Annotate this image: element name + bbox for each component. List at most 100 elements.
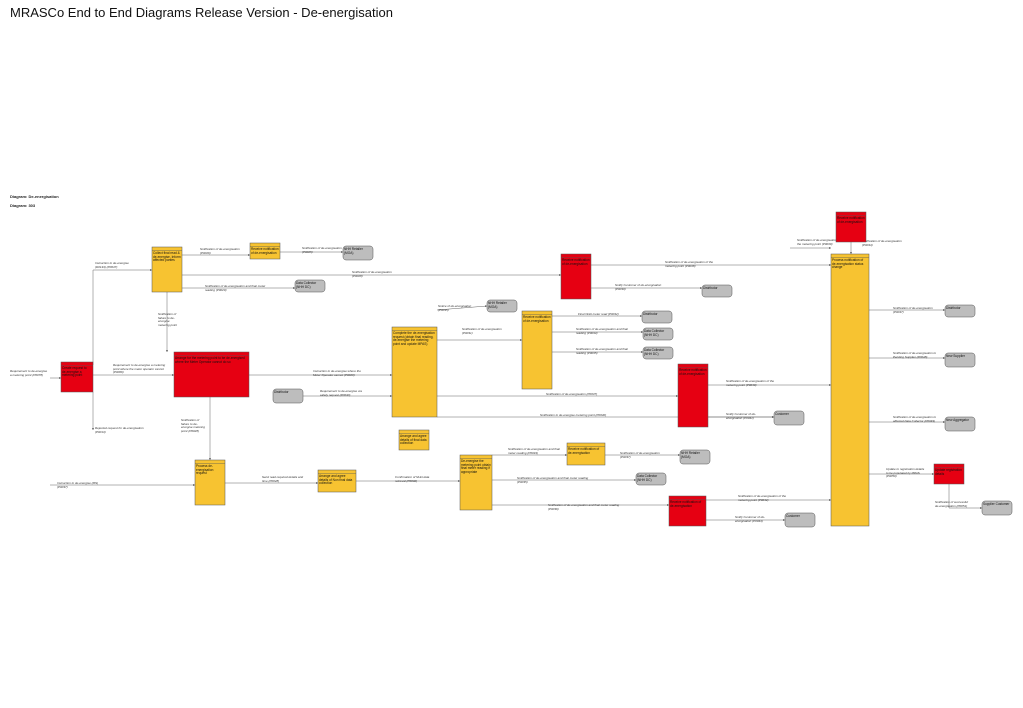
box-label: Distributor — [703, 286, 718, 290]
diagram-name: Diagram: De-energisation — [10, 194, 59, 199]
connector-label-box: Instruction to de-energise where the Met… — [313, 370, 361, 377]
process-box — [933, 463, 965, 485]
connector-label: Notify Customer of de-energisation (P004… — [726, 413, 757, 420]
box-label-box: Receive notification of de-energisation — [670, 500, 701, 507]
box-label: NHH Retailer (MOA) — [681, 451, 700, 459]
connector — [948, 484, 982, 509]
connector-label: Notification of de-energisation (P0025) — [302, 247, 342, 254]
box-label-box: Receive notification of de-energisation — [251, 247, 279, 255]
box-label: Data Collector (NHH DC) — [644, 329, 665, 337]
box-label: Process notification of de-energisation … — [832, 258, 864, 270]
process-box — [944, 352, 976, 368]
process-box — [60, 361, 94, 393]
connector-label: Confirmation of NHH data retrieval (P003… — [395, 476, 430, 483]
process-box — [294, 279, 326, 293]
process-box — [560, 253, 592, 300]
process-box — [677, 363, 709, 428]
connector-label-box: Notice of de-energisation (P0035) — [438, 305, 471, 311]
box-label: Distributor — [643, 312, 658, 316]
connector-label: Notification of successful de-energisati… — [935, 501, 969, 508]
box-label-box: Receive notification of de-energisation — [837, 216, 865, 223]
connector-label: Notification of de-energisation and fina… — [508, 448, 560, 455]
connector-label: Instruction to de-energise (MS) (P0037) — [57, 482, 99, 489]
process-box — [391, 326, 438, 418]
box-label-box: Customer — [786, 514, 800, 518]
connector-label-box: Notification to de-energise metering poi… — [540, 414, 607, 417]
process-box — [635, 472, 667, 486]
connector-label-box: Notify Customer of de-energisation (P004… — [726, 413, 757, 420]
box-label: Collect final read & de-energise. Inform… — [153, 251, 181, 263]
process-box — [486, 299, 518, 313]
connector-label-box: Notification of de-energisation (P0044) — [862, 240, 902, 246]
box-label-box: Distributor — [274, 390, 289, 393]
connector-label-box: Notification of de-energisation and fina… — [548, 504, 619, 510]
connector-label: Notification of de-energisation (P0026) — [200, 248, 240, 255]
box-label: New Supplier — [946, 354, 965, 358]
process-box — [668, 495, 707, 527]
box-label-box: New Aggregator — [946, 418, 969, 421]
box-label: De-energise the metering point obtain fi… — [461, 459, 491, 474]
connector-label-box: Notification of de-energisation and fina… — [576, 348, 628, 355]
process-box — [835, 211, 867, 243]
box-label-box: Receive notification of de-energisation — [568, 447, 600, 455]
connector-label-box: Update to registration details to be pop… — [886, 468, 924, 478]
box-label-box: Distributor — [643, 312, 658, 316]
process-box — [981, 500, 1013, 516]
box-label-box: Supplier Customer — [983, 502, 1009, 505]
box-label: Receive notification of de-energisation — [568, 447, 600, 455]
connector-label-box: Rejected request for de-energisation (P0… — [95, 427, 144, 433]
connector-label: Notify Customer of de-energisation (P003… — [615, 284, 662, 291]
box-label: Distributor — [946, 306, 961, 310]
box-label: Data Collector (NHH DC) — [637, 474, 658, 482]
box-label: Complete the de-energisation request (ob… — [393, 331, 435, 346]
connector-label-box: Notification of de-energisation and fina… — [576, 328, 628, 334]
connector-label-box: Notify Customer of de-energisation (P004… — [735, 516, 766, 523]
box-label: Create request to de-energise a metering… — [62, 366, 87, 378]
process-box — [830, 253, 870, 527]
box-label-box: Arrange and agree details of Non final d… — [319, 474, 352, 485]
connector-label-box: Notification of de-energisation and fina… — [508, 448, 560, 455]
process-box — [173, 351, 250, 398]
process-box — [566, 442, 606, 466]
connector-label: Notification of de-energisation (P0028) — [352, 271, 392, 278]
process-box — [679, 449, 711, 465]
box-label: NHH Retailer (MOA) — [344, 247, 363, 255]
connector-label-box: Instruction to de-energise (MS) (P0037) — [57, 482, 99, 489]
process-box — [642, 327, 674, 341]
box-label-box: Update registration details — [935, 468, 962, 476]
box-label: Receive notification of de-energisation — [523, 315, 551, 323]
connector-label: Instruction to de-energise (D0134) (P004… — [95, 262, 129, 269]
connector — [92, 269, 152, 365]
box-label-box: New Supplier — [946, 354, 965, 358]
box-label-box: Distributor — [703, 286, 718, 290]
connector-label-box: Notification of failure to de-energise m… — [181, 419, 205, 432]
box-label: Receive notification of de-energisation — [251, 247, 279, 255]
diagram-number: Diagram: 303 — [10, 203, 36, 208]
box-label-box: Complete the de-energisation request (ob… — [393, 331, 435, 346]
connector-label-box: Notification of failure to de-energise m… — [158, 313, 177, 327]
connector-label: Notification to de-energise metering poi… — [540, 414, 607, 417]
connector-label-box: Notification of de-energisation of the m… — [738, 495, 786, 501]
connector-label: Notification of de-energisation and fina… — [576, 348, 628, 355]
connector-label: Notification of de-energisation of the m… — [726, 380, 775, 387]
connector-label: Notification of de-energisation (P0031) — [462, 328, 502, 335]
connector-label-box: Notification of de-energisation (P0026) — [200, 248, 240, 255]
connector-label: Instruction to de-energise where the Met… — [313, 370, 361, 377]
connector-label: Notify Customer of de-energisation (P004… — [735, 516, 766, 523]
process-box — [459, 454, 493, 511]
box-label: Customer — [786, 514, 800, 518]
box-label-box: NHH Retailer (MOA) — [344, 247, 363, 255]
connector-label-box: Final NHH meter read (P0042) — [578, 313, 619, 316]
process-box — [784, 512, 816, 528]
box-label-box: Arrange for the metering point to be de-… — [175, 356, 245, 363]
box-label-box: Collect final read & de-energise. Inform… — [153, 251, 181, 263]
box-label: Update registration details — [935, 468, 962, 476]
process-box — [944, 416, 976, 432]
process-box — [151, 246, 183, 293]
connector-label-box: Notification of de-energisation (P0025) — [302, 247, 342, 254]
connector-label-box: Notification of de-energisation (P0031) — [462, 328, 502, 335]
connector-label-box: Notify Customer of de-energisation (P003… — [615, 284, 662, 291]
box-label: Customer — [775, 412, 789, 416]
connector-label-box: Notification of de-energisation and fina… — [517, 477, 588, 483]
